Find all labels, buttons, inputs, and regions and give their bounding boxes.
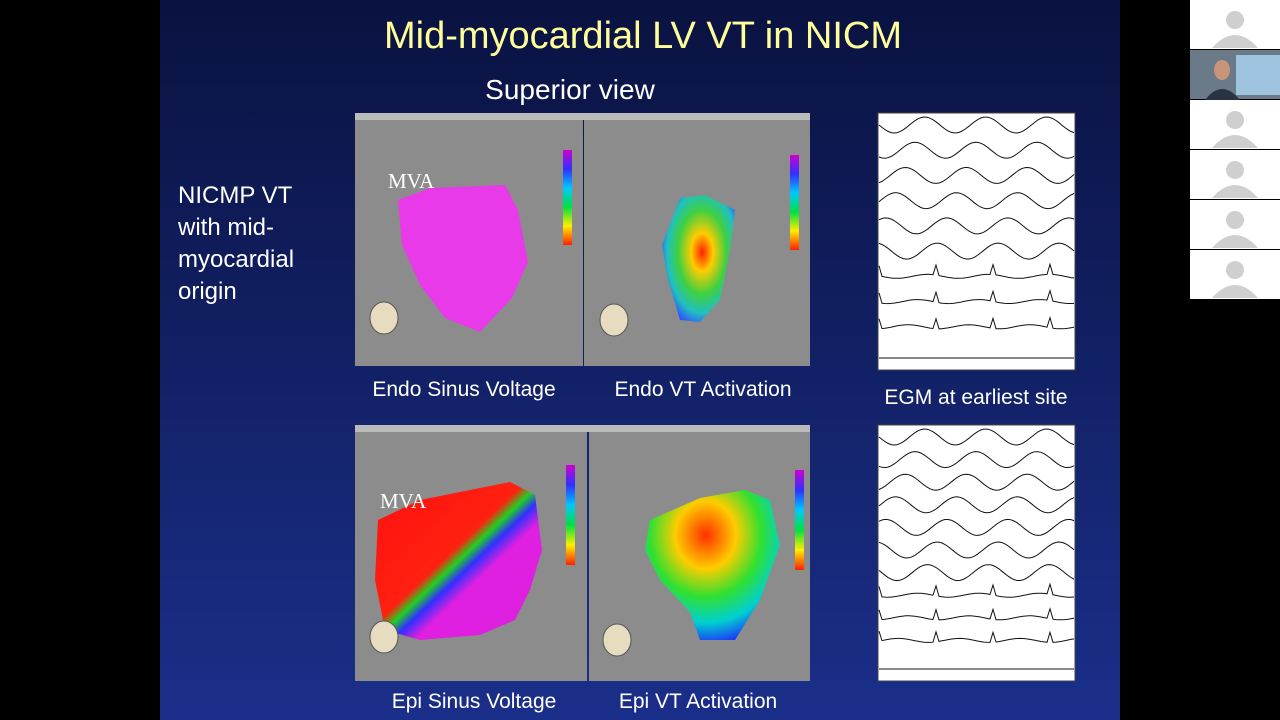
egm-trace [878,242,1075,260]
avatar-body [1212,185,1258,198]
description-line: NICMP VT [178,182,293,209]
egm-trace [878,607,1075,621]
color-scale [790,155,799,250]
egm-trace [878,630,1075,643]
description-line: myocardial [178,246,294,273]
egm-trace [878,141,1075,159]
color-scale [563,150,572,245]
person-body [1205,89,1240,100]
avatar-head [1226,261,1244,279]
endo-maps: MVA [355,113,810,366]
avatar-head [1226,211,1244,229]
panel-labels: Endo Sinus Voltage Endo VT Activation EG… [372,378,1067,713]
color-scale [566,465,575,565]
egm-traces [878,116,1075,670]
egm-trace [878,217,1075,235]
egm-trace [878,428,1075,446]
panel-label: Epi Sinus Voltage [392,690,557,713]
egm-trace [878,518,1075,536]
endo-voltage-map [398,185,528,332]
map-annotation: MVA [388,169,435,193]
orientation-heart [369,620,399,654]
egm-trace [878,541,1075,559]
video-window [1236,55,1280,95]
color-scale [795,470,804,570]
egm-trace [878,582,1075,598]
description-line: origin [178,278,237,305]
description: NICMP VT with mid- myocardial origin [177,182,294,305]
avatar-body [1212,135,1258,148]
egm-trace [878,166,1075,184]
egm-trace [878,192,1075,210]
orientation-heart [369,301,399,335]
egm-trace [878,496,1075,514]
egm-trace [878,315,1075,330]
slide-subtitle: Superior view [485,74,655,105]
epi-activation-map [645,490,780,640]
epi-voltage-map [375,482,542,640]
panel-label: EGM at earliest site [884,386,1067,409]
panel-bar [355,113,810,120]
orientation-heart [602,623,632,657]
avatar-head [1226,161,1244,179]
avatar-body [1212,35,1258,48]
panel-label: Epi VT Activation [619,690,777,713]
map-annotation: MVA [380,489,427,513]
epi-maps: MVA [355,425,810,681]
egm-trace [878,564,1075,582]
avatar-head [1226,11,1244,29]
egm-panel [877,424,1076,682]
egm-trace [878,451,1075,469]
description-line: with mid- [177,214,274,241]
avatar-body [1212,235,1258,248]
panel-label: Endo VT Activation [614,378,791,401]
egm-trace [878,473,1075,491]
participant-sidebar [1190,0,1280,299]
egm-trace [878,116,1075,134]
egm-trace [878,262,1075,279]
egm-panel [877,112,1076,371]
panel-label: Endo Sinus Voltage [372,378,555,401]
avatar-body [1212,285,1258,298]
egm-trace [878,288,1075,305]
orientation-heart [599,303,629,337]
avatar-head [1226,111,1244,129]
slide-title: Mid-myocardial LV VT in NICM [384,15,902,57]
person-head [1214,60,1230,80]
endo-activation-map [662,195,735,322]
panel-bar [355,425,810,432]
